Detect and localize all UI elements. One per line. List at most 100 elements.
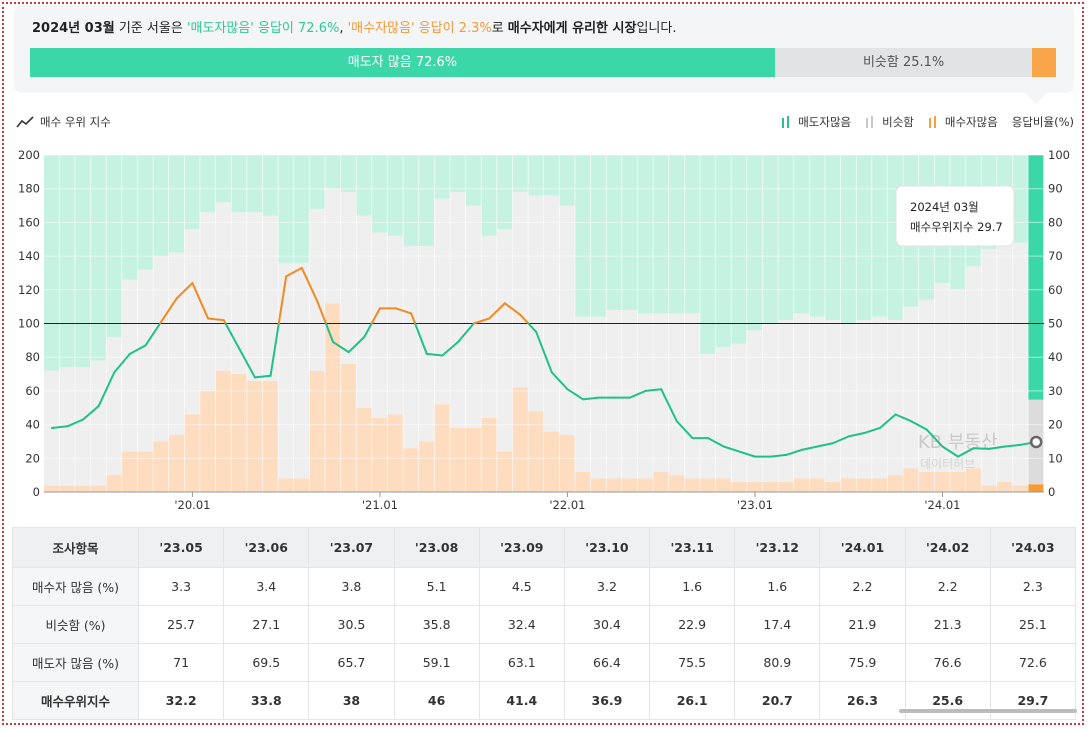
index-segment — [66, 418, 85, 428]
index-legend[interactable]: 매수 우위 지수 — [16, 114, 111, 130]
table-header-month: '23.11 — [649, 527, 736, 568]
index-segment — [50, 425, 69, 429]
index-segment — [472, 317, 491, 325]
index-line — [50, 266, 1038, 458]
summary-text-2: 로 — [491, 21, 508, 36]
bar-seller-many — [262, 155, 278, 216]
bar-buyer-many — [590, 478, 606, 492]
bar-seller-many — [215, 155, 231, 203]
index-segment — [972, 447, 991, 450]
bar-similar — [106, 336, 122, 476]
bar-buyer-many — [200, 390, 216, 492]
table-header-month: '23.12 — [734, 527, 821, 568]
bar-similar — [653, 313, 669, 472]
bar-seller-many — [669, 155, 685, 314]
index-segment — [191, 282, 210, 320]
bar-buyer-many — [684, 478, 700, 492]
index-segment — [738, 450, 756, 458]
bar-seller-many — [653, 155, 669, 314]
table-row: 매수자 많음 (%) 3.3 3.4 3.8 5.1 4.5 3.2 1.6 1.6 2.2 2.2… — [11, 567, 1077, 606]
bar-similar — [715, 347, 731, 479]
right-axis-tick: 40 — [1048, 350, 1063, 364]
x-axis-tick: '22.01 — [549, 498, 585, 512]
index-segment — [324, 322, 335, 344]
bar-seller-many — [512, 155, 528, 193]
index-segment — [878, 413, 897, 429]
response-ratio-bar: 매도자 많음 72.6% 비슷함 25.1% — [30, 48, 1056, 77]
legend-item-sell[interactable]: 매도자많음 — [781, 114, 851, 130]
table-cell: 3.4 — [223, 567, 310, 606]
legend-item-similar[interactable]: 비슷함 — [865, 114, 914, 130]
index-segment — [425, 352, 444, 357]
bar-buyer-many — [872, 478, 888, 492]
bar-buyer-many — [762, 481, 778, 492]
table-header-month: '23.09 — [478, 527, 565, 568]
horizontal-scrollbar[interactable] — [899, 709, 1077, 713]
bar-buyer-many — [481, 417, 497, 492]
bar-buyer-many — [169, 434, 185, 492]
bar-similar — [247, 212, 263, 381]
bar-similar — [825, 320, 841, 482]
index-segment — [707, 437, 725, 448]
table-header-month: '23.07 — [308, 527, 395, 568]
legend-item-buy[interactable]: 매수자많음 — [928, 114, 998, 130]
bar-buyer-many — [1012, 485, 1028, 492]
bar-seller-many — [559, 155, 575, 206]
index-segment — [582, 396, 600, 401]
table-cell: 21.3 — [904, 605, 991, 644]
bar-seller-many — [590, 155, 606, 317]
bar-seller-many — [856, 155, 872, 321]
bar-similar — [700, 353, 716, 479]
index-segment — [863, 426, 881, 435]
index-segment — [144, 322, 162, 347]
left-axis-tick: 180 — [18, 182, 40, 196]
left-axis-tick: 100 — [18, 317, 40, 331]
bar-similar — [481, 235, 497, 418]
bar-seller-many — [106, 155, 122, 337]
bar-seller-many — [731, 155, 747, 344]
bar-buyer-many — [825, 481, 841, 492]
bar-similar — [544, 195, 560, 432]
index-segment — [113, 352, 131, 374]
table-header-row: 조사항목 '23.05'23.06'23.07'23.08'23.09'23.10… — [11, 527, 1077, 568]
bar-seller-many — [747, 155, 763, 331]
bar-buyer-many — [44, 485, 60, 492]
bar-seller-many — [684, 155, 700, 314]
bar-similar — [872, 316, 888, 479]
table-cell: 21.9 — [819, 605, 906, 644]
index-segment — [1003, 443, 1022, 448]
bar-similar — [75, 367, 91, 486]
summary-comma: , — [339, 21, 348, 36]
table-cell: 35.8 — [393, 605, 480, 644]
legend-similar-label: 비슷함 — [882, 115, 914, 129]
highlight-point — [1029, 435, 1043, 449]
index-segment — [644, 388, 663, 392]
bar-similar — [762, 323, 778, 482]
index-segment — [370, 307, 381, 325]
bar-similar — [434, 198, 450, 405]
bar-similar — [669, 313, 685, 476]
bar-buyer-many — [215, 370, 231, 492]
index-segment — [566, 388, 585, 401]
table-header-month: '24.02 — [904, 527, 991, 568]
right-axis-tick: 30 — [1048, 384, 1063, 398]
bar-seller-many — [153, 155, 169, 257]
right-axis-tick: 20 — [1048, 418, 1063, 432]
table-cell: 29.7 — [989, 681, 1077, 720]
table-cell: 17.4 — [734, 605, 821, 644]
bar-similar — [747, 330, 763, 482]
row-label: 매수우위지수 — [11, 681, 140, 720]
bar-buyer-many — [122, 451, 138, 492]
bar-similar — [465, 205, 481, 428]
bar-similar — [856, 320, 872, 479]
bar-similar — [950, 289, 966, 472]
table-row: 매수우위지수 32.2 33.8 38 46 41.4 36.9 26.1 20.7 26.3 25… — [11, 681, 1077, 720]
tooltip-box — [895, 185, 1015, 247]
table-header-month: '23.06 — [223, 527, 310, 568]
bar-similar — [919, 299, 935, 472]
bar-buyer-many — [950, 471, 966, 492]
index-segment — [410, 312, 417, 325]
bar-seller-many — [637, 155, 653, 314]
ratio-bar-buy-segment — [1032, 48, 1056, 77]
